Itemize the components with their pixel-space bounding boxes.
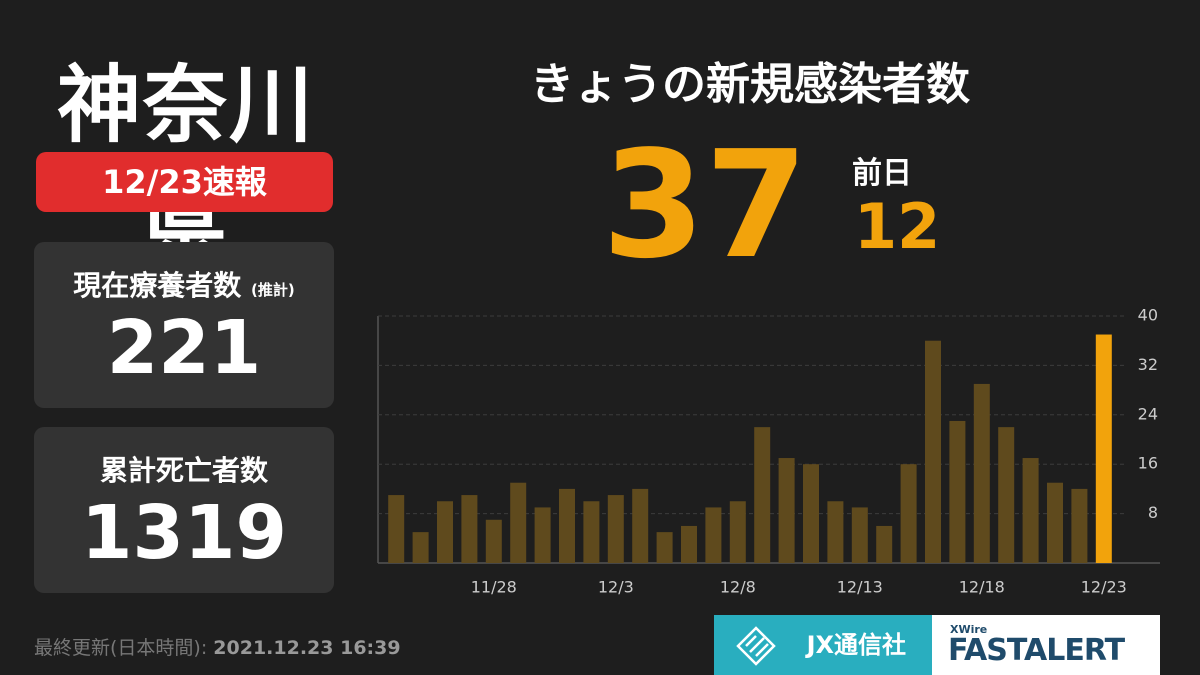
- x-tick-label: 12/8: [720, 578, 756, 597]
- bar: [656, 532, 673, 563]
- bar: [485, 519, 502, 563]
- logo-company: JX通信社: [714, 615, 932, 675]
- bar: [1047, 482, 1063, 563]
- y-tick-label: 32: [1138, 355, 1158, 374]
- bar: [998, 427, 1015, 563]
- x-tick-label: 12/13: [837, 578, 883, 597]
- card-value: 1319: [81, 490, 287, 576]
- x-tick-label: 12/23: [1081, 578, 1127, 597]
- company-name: JX通信社: [806, 631, 906, 659]
- logo-product: XWire FASTALERT: [932, 615, 1160, 675]
- y-tick-label: 16: [1138, 454, 1158, 473]
- bar: [973, 383, 990, 563]
- bar: [559, 488, 575, 563]
- prev-label: 前日: [852, 156, 912, 191]
- bar: [632, 488, 649, 563]
- bar: [681, 525, 697, 563]
- bar: [388, 495, 405, 563]
- card-note: (推計): [251, 281, 295, 299]
- card: 現在療養者数 (推計) 221: [34, 242, 334, 408]
- bar: [1095, 334, 1112, 563]
- product-name: FASTALERT: [948, 633, 1125, 668]
- x-tick-label: 12/18: [959, 578, 1005, 597]
- bar: [851, 507, 868, 563]
- bar: [1022, 458, 1039, 563]
- bar: [510, 482, 527, 563]
- x-tick-label: 11/28: [471, 578, 517, 597]
- headline-title: きょうの新規感染者数: [530, 59, 970, 110]
- y-tick-label: 8: [1148, 503, 1158, 522]
- y-tick-label: 24: [1138, 404, 1158, 423]
- bar: [705, 507, 722, 563]
- bar: [876, 525, 893, 563]
- card: 累計死亡者数 1319: [34, 427, 334, 593]
- bar: [534, 507, 551, 563]
- bar: [827, 501, 844, 563]
- footer-label: 最終更新(日本時間):: [34, 637, 208, 659]
- logo-icon: [736, 626, 776, 666]
- headline-value: 37: [602, 119, 808, 291]
- footer-time: 2021.12.23 16:39: [213, 637, 401, 659]
- bar: [754, 427, 771, 563]
- x-tick-label: 12/3: [598, 578, 634, 597]
- bar: [729, 501, 746, 563]
- bar: [607, 495, 624, 563]
- bar: [803, 464, 819, 563]
- card-label-text: 現在療養者数: [73, 269, 242, 302]
- bar: [925, 340, 941, 563]
- card-label: 現在療養者数 (推計): [34, 264, 334, 304]
- y-tick-label: 40: [1138, 306, 1158, 325]
- date-badge: 12/23速報: [36, 152, 333, 212]
- bar: [900, 464, 917, 563]
- footer: 最終更新(日本時間): 2021.12.23 16:39: [34, 633, 401, 660]
- bar: [583, 501, 600, 563]
- product-sub: XWire: [950, 623, 988, 636]
- bar: [461, 495, 478, 563]
- card-value: 221: [106, 305, 262, 391]
- prev-value: 12: [854, 190, 941, 263]
- bar: [949, 420, 966, 563]
- bar: [1071, 488, 1088, 563]
- bar: [778, 458, 795, 563]
- card-label: 累計死亡者数: [99, 454, 268, 487]
- bar: [437, 501, 453, 563]
- bar: [412, 532, 429, 563]
